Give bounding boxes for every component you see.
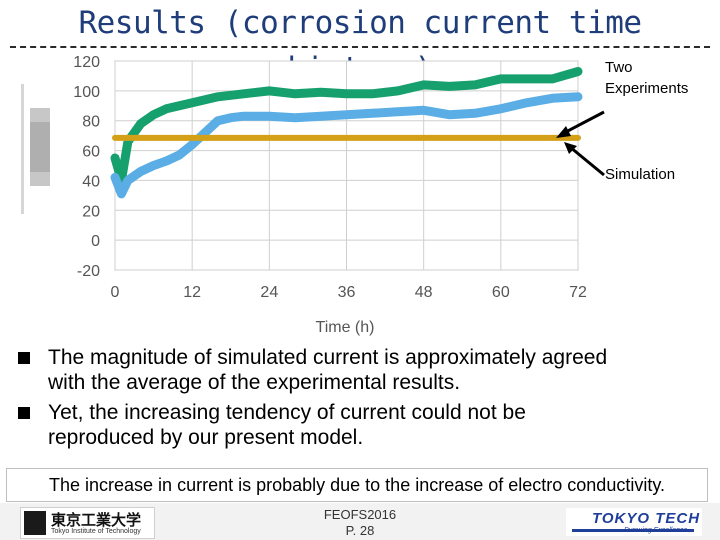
experiments-label-line1: Two <box>605 59 633 76</box>
data-point <box>242 114 246 118</box>
university-logo: 東京工業大学 Tokyo Institute of Technology <box>20 507 155 539</box>
conclusion-note: The increase in current is probably due … <box>6 468 708 502</box>
data-point <box>576 70 580 73</box>
data-point <box>113 136 117 140</box>
data-point <box>139 170 143 173</box>
x-tick-label: 60 <box>492 284 510 301</box>
university-emblem-icon <box>24 511 46 535</box>
experiments-annotation: Two Experiments <box>605 57 688 99</box>
title-divider <box>10 46 710 48</box>
y-tick-label: 40 <box>82 173 100 190</box>
data-point <box>126 178 130 182</box>
data-point <box>190 101 194 105</box>
data-point <box>396 89 400 93</box>
square-bullet-icon <box>18 407 30 419</box>
y-tick-label: 20 <box>82 203 100 220</box>
data-point <box>370 92 374 96</box>
data-point <box>345 113 348 117</box>
tokyo-tech-wordmark: TOKYO TECH <box>592 510 701 527</box>
data-point <box>139 122 143 126</box>
y-tick-label: 60 <box>82 144 100 161</box>
x-tick-label: 12 <box>183 284 201 301</box>
bullet-item: Yet, the increasing tendency of current … <box>18 400 708 450</box>
data-point <box>242 92 246 96</box>
data-point <box>345 92 348 96</box>
data-point <box>422 108 426 112</box>
data-point <box>447 84 451 88</box>
x-axis-label: Time (h) <box>316 319 375 336</box>
data-point <box>267 114 271 118</box>
y-tick-label: 100 <box>73 84 100 101</box>
x-tick-label: 48 <box>415 284 433 301</box>
data-point <box>396 110 400 114</box>
university-name-jp: 東京工業大学 <box>51 511 142 529</box>
bullet-list: The magnitude of simulated current is ap… <box>18 345 708 455</box>
data-point <box>293 116 297 120</box>
conference-name: FEOFS2016 <box>323 507 397 522</box>
tokyo-tech-tagline: Pursuing Excellence <box>624 527 688 534</box>
data-point <box>422 83 426 87</box>
university-name-en: Tokyo Institute of Technology <box>51 528 141 535</box>
data-point <box>152 164 156 167</box>
x-tick-label: 36 <box>338 284 356 301</box>
y-tick-labels: -20 0 20 40 60 80 100 120 <box>73 54 100 280</box>
data-point <box>473 83 477 87</box>
data-point <box>576 136 580 140</box>
data-point <box>370 111 374 115</box>
slide-title: Results (corrosion current time history) <box>78 5 642 87</box>
experiments-label-line2: Experiments <box>605 80 689 97</box>
data-point <box>216 119 220 123</box>
bullet-text-line: Yet, the increasing tendency of current … <box>48 401 526 424</box>
simulation-annotation: Simulation <box>605 166 676 183</box>
data-point <box>499 77 503 81</box>
data-point <box>319 114 323 118</box>
bullet-text-line: reproduced by our present model. <box>48 426 364 449</box>
data-point <box>576 95 580 99</box>
bullet-item: The magnitude of simulated current is ap… <box>18 345 708 395</box>
current-time-history-chart: -20 0 20 40 60 80 100 120 0 12 24 36 48 60 72 Time (h… <box>21 54 605 336</box>
data-point <box>447 113 451 117</box>
bullet-text-line: with the average of the experimental res… <box>48 371 461 394</box>
data-point <box>525 77 529 81</box>
data-point <box>164 159 168 163</box>
data-point <box>216 95 220 99</box>
x-tick-label: 0 <box>111 284 120 301</box>
x-tick-labels: 0 12 24 36 48 60 72 <box>111 284 587 301</box>
data-point <box>113 156 117 160</box>
data-point <box>229 116 233 120</box>
data-point <box>164 107 168 111</box>
data-point <box>203 131 207 135</box>
data-point <box>177 104 181 108</box>
data-point <box>525 101 529 105</box>
data-point <box>113 175 117 179</box>
data-point <box>190 143 194 147</box>
y-tick-label: 120 <box>73 54 100 71</box>
data-point <box>473 111 477 115</box>
swoosh-icon <box>572 529 694 532</box>
data-point <box>152 113 156 117</box>
y-tick-label: 80 <box>82 114 100 131</box>
square-bullet-icon <box>18 352 30 364</box>
y-tick-label: -20 <box>77 263 100 280</box>
data-point <box>293 92 297 96</box>
page-number: P. 28 <box>345 523 375 538</box>
data-point <box>499 107 503 111</box>
data-point <box>267 89 271 93</box>
x-tick-label: 72 <box>569 284 587 301</box>
y-tick-label: 0 <box>91 233 100 250</box>
tokyo-tech-logo: TOKYO TECH Pursuing Excellence <box>566 508 702 536</box>
data-point <box>550 77 554 81</box>
footer-conference-info: FEOFS2016 P. 28 <box>290 507 430 539</box>
chart-series <box>110 67 583 199</box>
annotation-arrows <box>556 110 605 177</box>
x-tick-label: 24 <box>260 284 278 301</box>
data-point <box>119 192 123 196</box>
bullet-text-line: The magnitude of simulated current is ap… <box>48 346 608 369</box>
data-point <box>177 153 181 157</box>
ghost-artifact <box>21 84 50 214</box>
data-point <box>550 96 554 100</box>
data-point <box>319 90 323 94</box>
